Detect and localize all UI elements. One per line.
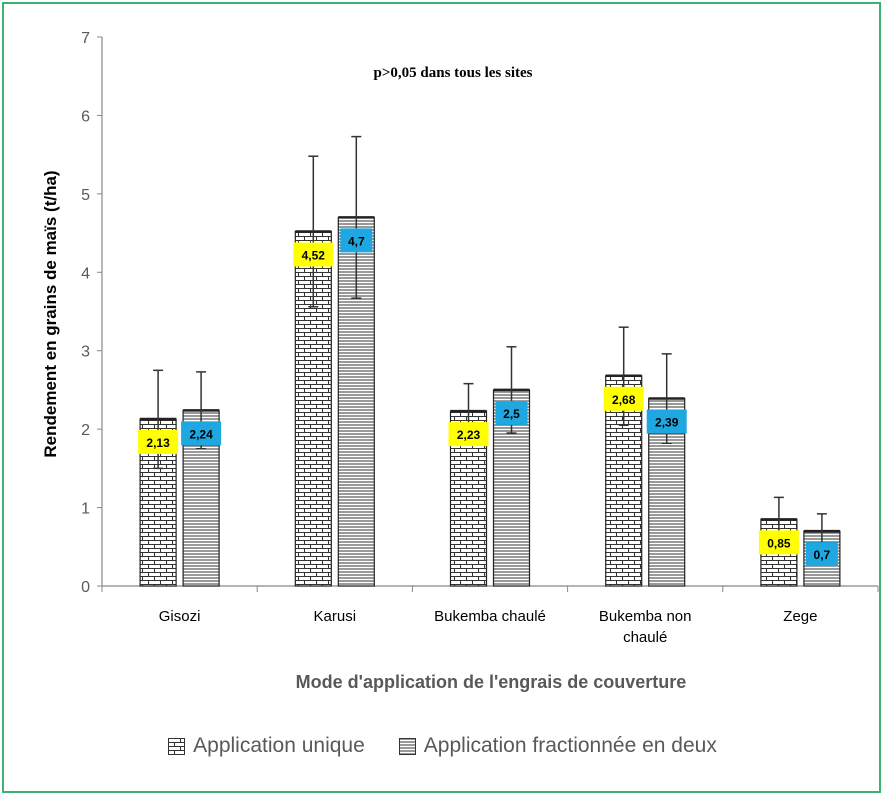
legend-item-application-unique[interactable]: Application unique bbox=[168, 734, 365, 758]
legend-label: Application fractionnée en deux bbox=[423, 734, 717, 757]
x-tick-label: Gisozi bbox=[159, 608, 201, 625]
x-tick-label: Karusi bbox=[314, 608, 357, 625]
x-tick-label: Bukemba non chaulé bbox=[599, 608, 692, 646]
y-axis-title: Rendement en grains de maïs (t/ha) bbox=[41, 170, 60, 457]
data-label-box bbox=[448, 422, 489, 447]
legend: Application unique Application fractionn… bbox=[0, 728, 885, 764]
legend-label: Application unique bbox=[193, 734, 365, 757]
y-tick-label: 3 bbox=[81, 344, 90, 361]
data-label-box bbox=[646, 409, 687, 434]
chart-title: p>0,05 dans tous les sites bbox=[374, 65, 533, 81]
y-tick-label: 2 bbox=[81, 422, 90, 439]
legend-item-application-fractionnee[interactable]: Application fractionnée en deux bbox=[398, 734, 717, 758]
legend-swatch-horizontal bbox=[398, 737, 416, 755]
x-tick-label: Zege bbox=[783, 608, 817, 625]
x-tick-label: Bukemba chaulé bbox=[434, 608, 546, 625]
data-label: 2,13 bbox=[146, 436, 170, 450]
data-label-box bbox=[138, 429, 179, 454]
y-tick-label: 5 bbox=[81, 187, 90, 204]
y-tick-label: 7 bbox=[81, 30, 90, 47]
data-label: 2,24 bbox=[189, 427, 213, 441]
y-tick-label: 0 bbox=[81, 579, 90, 596]
data-label: 4,7 bbox=[348, 234, 365, 248]
data-label-box bbox=[805, 542, 838, 567]
data-label-box bbox=[603, 386, 644, 411]
y-tick-label: 4 bbox=[81, 265, 90, 282]
data-label: 2,23 bbox=[457, 428, 481, 442]
y-tick-label: 1 bbox=[81, 501, 90, 518]
x-axis-title: Mode d'application de l'engrais de couve… bbox=[296, 672, 687, 692]
data-label: 0,7 bbox=[814, 548, 831, 562]
data-label: 0,85 bbox=[767, 536, 791, 550]
data-label-box bbox=[293, 242, 334, 267]
data-label-box bbox=[495, 400, 528, 425]
data-label: 2,5 bbox=[503, 407, 520, 421]
y-tick-label: 6 bbox=[81, 108, 90, 125]
data-label: 2,68 bbox=[612, 393, 636, 407]
bar-chart: 0 1 2 3 4 5 6 7 Gisozi Karusi Bukemba chaulé Bukemb… bbox=[41, 30, 879, 692]
data-label: 4,52 bbox=[302, 249, 326, 263]
data-label: 2,39 bbox=[655, 416, 679, 430]
legend-swatch-brick bbox=[168, 737, 186, 755]
data-label-box bbox=[340, 228, 373, 253]
data-label-box bbox=[181, 421, 222, 446]
data-label-box bbox=[758, 530, 799, 555]
